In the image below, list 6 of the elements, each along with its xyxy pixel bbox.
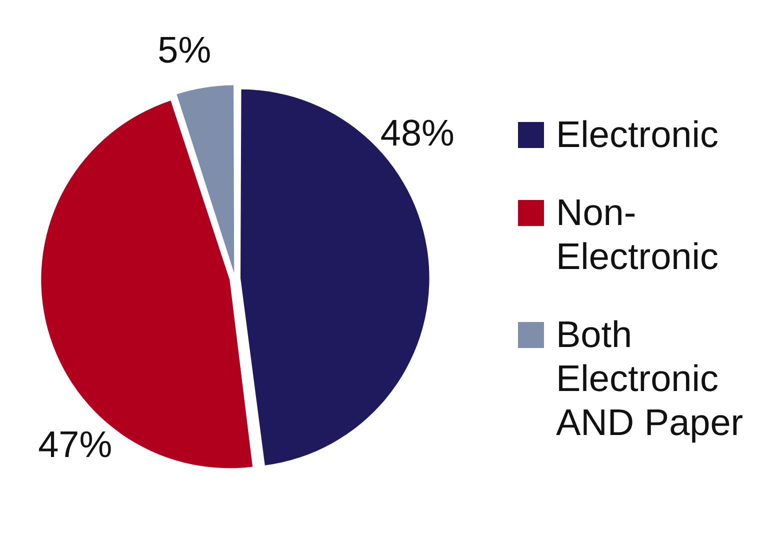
legend-label: Non-Electronic (556, 190, 720, 278)
legend-label: Both Electronic AND Paper (556, 312, 744, 444)
data-label: 5% (158, 29, 212, 70)
legend-label: Electronic (556, 112, 718, 156)
data-label: 48% (380, 112, 454, 154)
data-label: 47% (38, 424, 112, 465)
